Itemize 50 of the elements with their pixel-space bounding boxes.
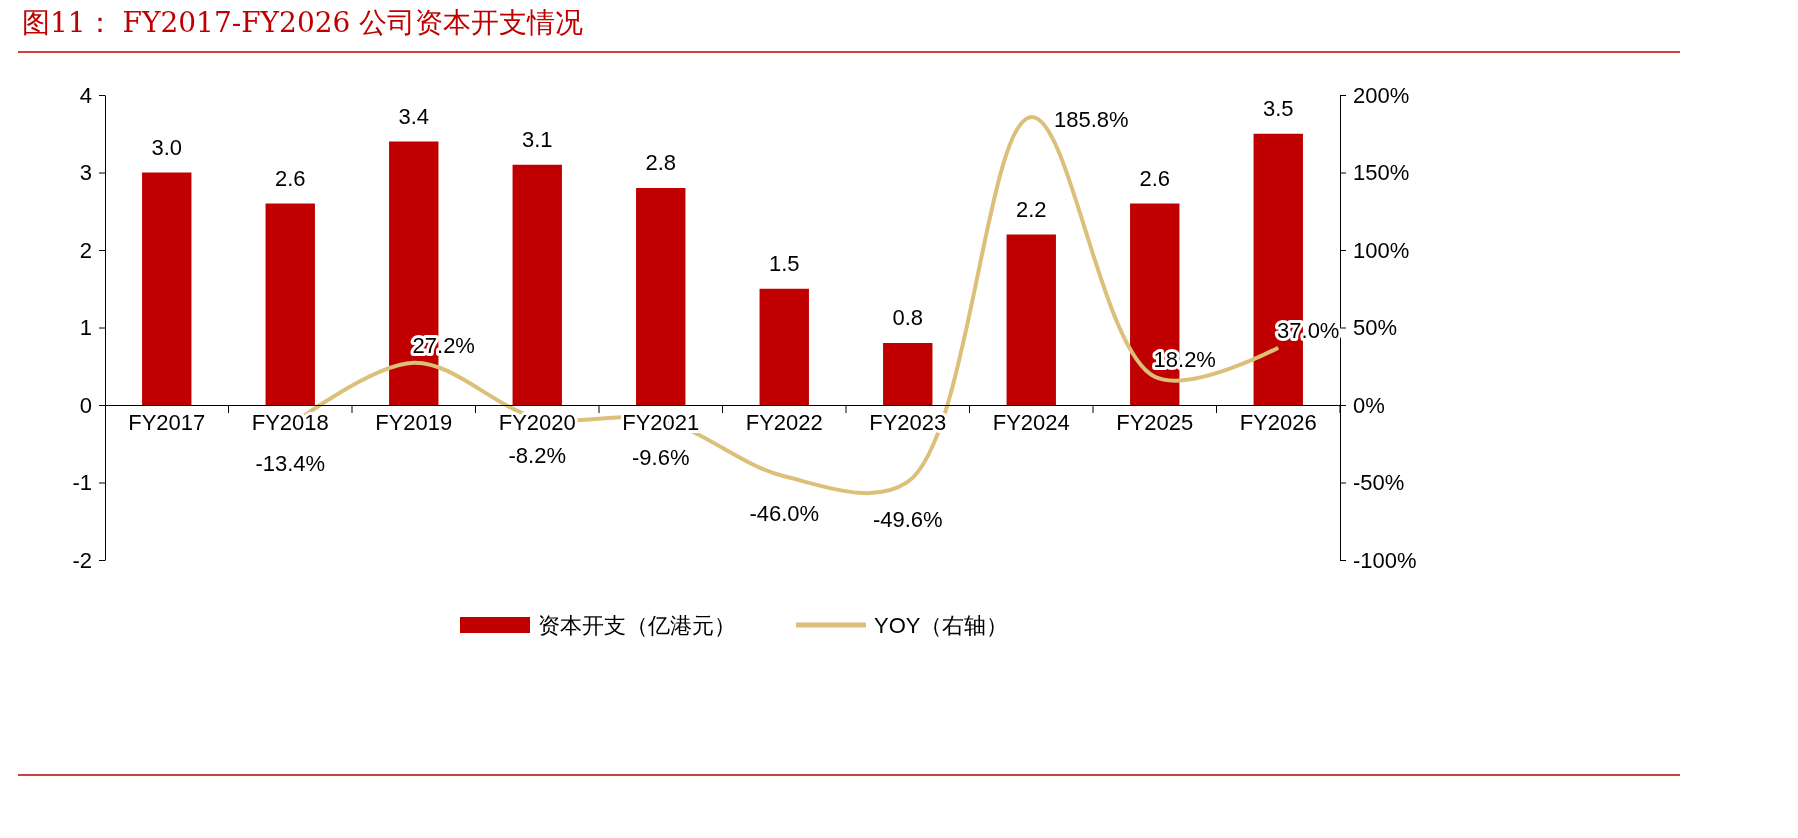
data-label: 185.8% <box>1053 107 1129 133</box>
y2-tick-label: 50% <box>1353 315 1398 341</box>
x-tick-label: FY2017 <box>128 410 206 435</box>
y-tick-label: 4 <box>79 82 92 108</box>
x-tick-label: FY2019 <box>375 410 453 435</box>
y2-tick-label: 100% <box>1353 237 1410 263</box>
data-label: 2.6 <box>274 165 306 191</box>
bar <box>512 164 562 405</box>
x-tick-label: FY2024 <box>992 410 1070 435</box>
data-label: 1.5 <box>768 250 800 276</box>
y2-tick-label: 0% <box>1353 392 1385 418</box>
chart-title: 图11： FY2017-FY2026 公司资本开支情况 <box>22 6 584 39</box>
data-label: 3.5 <box>1262 95 1294 121</box>
x-tick-label: FY2025 <box>1116 410 1194 435</box>
bar <box>759 288 809 405</box>
x-tick-label: FY2026 <box>1239 410 1317 435</box>
data-label: 2.6 <box>1139 165 1171 191</box>
x-tick-label: FY2022 <box>745 410 823 435</box>
legend-label: YOY（右轴） <box>874 613 1009 638</box>
bar <box>883 343 933 405</box>
y-tick-label: -2 <box>72 547 92 573</box>
y2-tick-label: 200% <box>1353 82 1410 108</box>
y-tick-label: 2 <box>79 237 92 263</box>
data-label: 0.8 <box>892 305 924 330</box>
bar <box>265 203 315 405</box>
y2-tick-label: -50% <box>1353 470 1405 496</box>
data-label: -13.4% <box>255 450 326 476</box>
y2-tick-label: 150% <box>1353 160 1410 186</box>
data-label: -46.0% <box>749 501 820 527</box>
data-label: -49.6% <box>872 506 943 532</box>
data-label: 3.0 <box>151 134 183 160</box>
x-tick-label: FY2020 <box>498 410 576 435</box>
data-label: -9.6% <box>632 444 690 470</box>
bar <box>1006 234 1056 405</box>
x-tick-label: FY2018 <box>251 410 329 435</box>
data-label: 3.4 <box>398 103 430 129</box>
bar <box>636 188 686 405</box>
x-tick-label: FY2023 <box>869 410 947 435</box>
data-label: 2.2 <box>1015 196 1047 222</box>
data-label: 2.8 <box>645 150 677 175</box>
x-tick-label: FY2021 <box>622 410 700 435</box>
y-tick-label: 0 <box>79 392 92 418</box>
y2-tick-label: -100% <box>1353 547 1417 573</box>
legend-label: 资本开支（亿港元） <box>538 613 736 638</box>
y-tick-label: 1 <box>79 315 92 341</box>
data-label: -8.2% <box>508 442 566 468</box>
y-tick-label: 3 <box>79 160 92 186</box>
y-tick-label: -1 <box>72 470 92 496</box>
data-label: 3.1 <box>521 126 553 152</box>
bar <box>142 172 192 405</box>
